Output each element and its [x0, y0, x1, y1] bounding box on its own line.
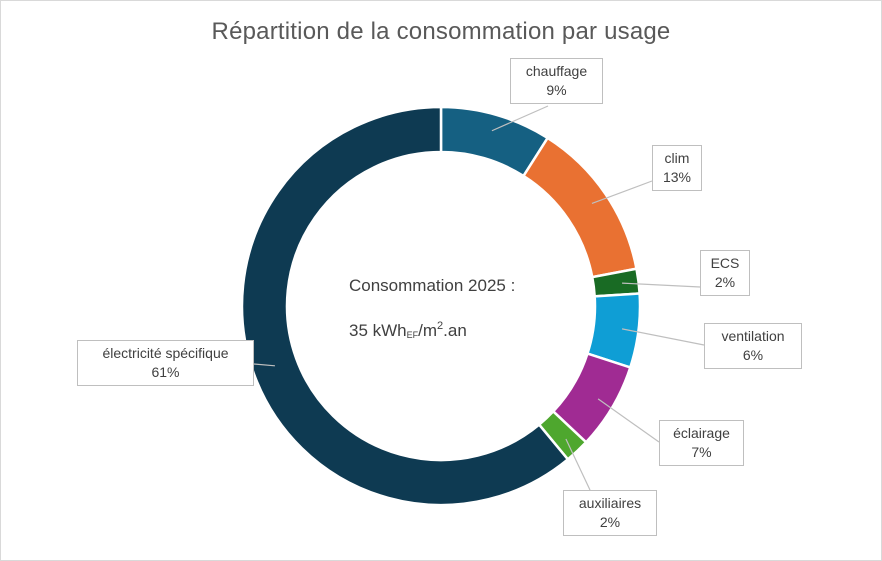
data-label-electricite-specifique: électricité spécifique 61%	[77, 340, 254, 386]
data-label-ecs: ECS 2%	[700, 250, 750, 296]
data-label-value: 7%	[691, 444, 712, 460]
data-label-name: ECS	[710, 255, 740, 271]
data-label-name: ventilation	[721, 328, 785, 344]
data-label-value: 61%	[151, 364, 180, 380]
data-label-value: 13%	[662, 169, 692, 185]
data-label-name: auxiliaires	[578, 495, 642, 511]
center-text-superscript: 2	[437, 320, 444, 332]
data-label-value: 9%	[546, 82, 567, 98]
data-label-ventilation: ventilation 6%	[704, 323, 802, 369]
center-text-main: 35 kWh	[349, 321, 407, 340]
slice-6	[240, 105, 570, 507]
center-text-end: .an	[443, 321, 467, 340]
data-label-chauffage: chauffage 9%	[510, 58, 603, 104]
data-label-name: éclairage	[673, 425, 730, 441]
data-label-value: 2%	[714, 274, 736, 290]
leader-line-6	[253, 363, 275, 367]
data-label-value: 6%	[742, 347, 764, 363]
data-label-auxiliaires: auxiliaires 2%	[563, 490, 657, 536]
data-label-clim: clim 13%	[652, 145, 702, 191]
center-text-line2: 35 kWhEF/m2.an	[349, 320, 467, 341]
center-text-subscript: EF	[406, 330, 419, 340]
center-text-line1: Consommation 2025 :	[349, 276, 516, 295]
leader-line-1	[591, 180, 653, 204]
data-label-name: électricité spécifique	[102, 345, 229, 361]
leader-line-5	[565, 438, 591, 491]
leader-line-2	[622, 282, 701, 288]
data-label-value: 2%	[599, 514, 621, 530]
center-text-unit: /m	[418, 321, 438, 340]
leader-line-4	[597, 398, 660, 443]
data-label-eclairage: éclairage 7%	[659, 420, 744, 466]
leader-line-0	[491, 105, 549, 132]
leader-line-3	[621, 328, 705, 346]
chart-title: Répartition de la consommation par usage	[211, 18, 671, 45]
data-label-name: clim	[664, 150, 690, 166]
slice-1	[521, 136, 638, 279]
data-label-name: chauffage	[525, 63, 588, 79]
